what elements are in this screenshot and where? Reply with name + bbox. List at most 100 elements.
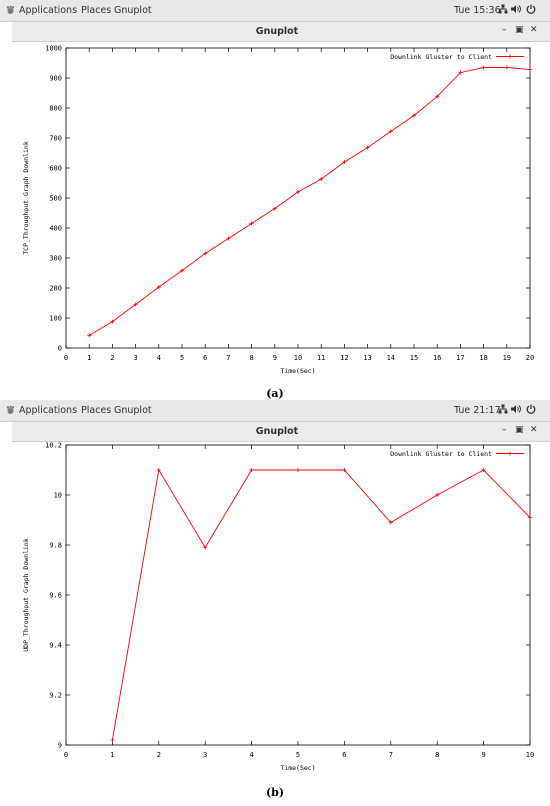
series-line xyxy=(88,67,531,336)
x-tick-label: 2 xyxy=(157,751,161,759)
data-point xyxy=(481,468,486,472)
data-point xyxy=(296,190,300,194)
data-point xyxy=(156,468,161,472)
gnome-foot-icon[interactable] xyxy=(5,405,16,419)
app-menu[interactable]: Gnuplot xyxy=(114,405,152,416)
close-icon[interactable]: ✕ xyxy=(530,25,538,35)
y-tick-label: 9.8 xyxy=(49,542,62,550)
places-menu[interactable]: Places xyxy=(81,5,112,16)
data-point xyxy=(528,515,532,520)
places-menu[interactable]: Places xyxy=(81,405,112,416)
minimize-icon[interactable]: – xyxy=(502,425,507,435)
top-bar: Applications Places Gnuplot Tue 21:17 xyxy=(0,400,550,422)
data-point xyxy=(272,206,277,211)
close-icon[interactable]: ✕ xyxy=(530,425,538,435)
y-tick-label: 9 xyxy=(58,742,62,750)
gnome-foot-icon[interactable] xyxy=(5,5,16,19)
clock[interactable]: Tue 15:36 xyxy=(454,5,501,16)
x-tick-label: 10 xyxy=(294,354,302,362)
data-point xyxy=(412,113,416,118)
legend-label: Downlink Gluster to Client xyxy=(390,53,492,61)
x-tick-label: 9 xyxy=(273,354,277,362)
window-titlebar[interactable]: Gnuplot – ▣ ✕ xyxy=(12,22,550,42)
applications-menu[interactable]: Applications xyxy=(19,5,78,16)
y-tick-label: 300 xyxy=(49,255,62,263)
figure-caption: (a) xyxy=(266,387,284,400)
x-tick-label: 6 xyxy=(203,354,207,362)
data-point xyxy=(435,493,440,497)
data-point xyxy=(133,302,138,307)
data-point xyxy=(504,65,509,70)
data-point xyxy=(365,145,370,150)
y-tick-label: 900 xyxy=(49,75,62,83)
data-point xyxy=(226,236,231,241)
volume-icon[interactable] xyxy=(511,4,522,17)
x-tick-label: 9 xyxy=(481,751,485,759)
x-tick-label: 12 xyxy=(340,354,348,362)
window-title: Gnuplot xyxy=(255,426,299,437)
applications-menu[interactable]: Applications xyxy=(19,405,78,416)
data-point xyxy=(180,268,184,273)
app-menu[interactable]: Gnuplot xyxy=(114,5,152,16)
minimize-icon[interactable]: – xyxy=(502,25,507,35)
network-icon[interactable] xyxy=(498,4,508,17)
window-title: Gnuplot xyxy=(255,26,299,37)
maximize-icon[interactable]: ▣ xyxy=(515,25,524,35)
power-icon[interactable] xyxy=(526,404,536,417)
y-tick-label: 9.6 xyxy=(49,592,62,600)
x-tick-label: 7 xyxy=(389,751,393,759)
data-point xyxy=(203,251,208,256)
legend-marker xyxy=(508,451,512,456)
x-axis-label: Time(Sec) xyxy=(280,367,315,375)
volume-icon[interactable] xyxy=(511,404,522,417)
x-tick-label: 1 xyxy=(87,354,91,362)
data-point xyxy=(435,94,440,99)
y-tick-label: 10 xyxy=(54,492,62,500)
legend-marker xyxy=(508,54,512,59)
maximize-icon[interactable]: ▣ xyxy=(515,425,524,435)
x-tick-label: 10 xyxy=(526,751,534,759)
x-axis-label: Time(Sec) xyxy=(280,764,315,772)
data-point xyxy=(296,468,300,472)
data-point xyxy=(528,67,532,72)
x-tick-label: 5 xyxy=(296,751,300,759)
clock[interactable]: Tue 21:17 xyxy=(454,405,501,416)
tcp-throughput-chart: 0 1 2 3 4 5 6 7 8 9 10 11 12 13 14 15 16 17 18 19 2001002003… xyxy=(22,45,534,376)
x-tick-label: 0 xyxy=(64,751,68,759)
y-tick-label: 700 xyxy=(49,135,62,143)
x-tick-label: 3 xyxy=(133,354,137,362)
y-tick-label: 9.2 xyxy=(49,692,62,700)
x-tick-label: 3 xyxy=(203,751,207,759)
x-tick-label: 1 xyxy=(110,751,114,759)
y-axis-label: UDP_Throughput Graph Downlink xyxy=(22,538,30,652)
series-line xyxy=(111,468,531,741)
panel-a: Applications Places Gnuplot Tue 15:36 Gn… xyxy=(0,0,550,400)
top-bar: Applications Places Gnuplot Tue 15:36 xyxy=(0,0,550,22)
x-tick-label: 8 xyxy=(435,751,439,759)
x-tick-label: 8 xyxy=(249,354,253,362)
y-tick-label: 800 xyxy=(49,105,62,113)
network-icon[interactable] xyxy=(498,404,508,417)
x-tick-label: 4 xyxy=(157,354,161,362)
y-tick-label: 600 xyxy=(49,165,62,173)
y-tick-label: 10.2 xyxy=(45,442,62,450)
y-axis-label: TCP_Throughput Graph Downlink xyxy=(22,141,30,255)
x-tick-label: 2 xyxy=(110,354,114,362)
data-point xyxy=(388,129,393,134)
data-point xyxy=(481,65,486,70)
x-tick-label: 20 xyxy=(526,354,534,362)
y-tick-label: 0 xyxy=(58,345,62,353)
data-point xyxy=(249,468,254,472)
data-point xyxy=(342,468,347,472)
y-tick-label: 9.4 xyxy=(49,642,62,650)
data-point xyxy=(110,319,115,324)
data-point xyxy=(319,177,324,182)
x-tick-label: 14 xyxy=(387,354,395,362)
y-tick-label: 100 xyxy=(49,315,62,323)
window-titlebar[interactable]: Gnuplot – ▣ ✕ xyxy=(12,422,550,442)
y-tick-label: 400 xyxy=(49,225,62,233)
power-icon[interactable] xyxy=(526,4,536,17)
plot-border xyxy=(65,444,531,746)
x-tick-label: 7 xyxy=(226,354,230,362)
x-tick-label: 17 xyxy=(456,354,464,362)
